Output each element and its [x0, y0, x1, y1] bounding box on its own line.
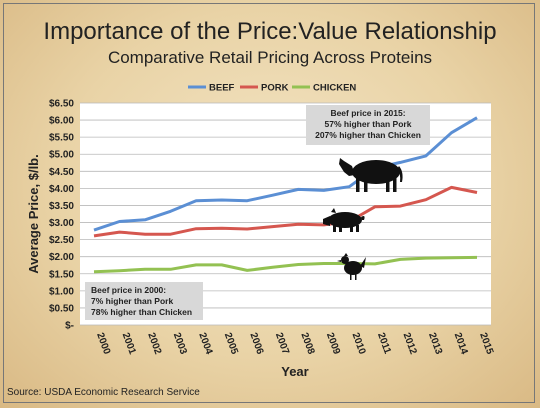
- x-axis-ticks: 2000 2001 2002 2003 2004 2005 2006 2007 2008 2009…: [94, 331, 495, 356]
- y-tick-label: $3.50: [49, 201, 74, 212]
- x-tick-label: 2015: [477, 331, 495, 356]
- x-tick-label: 2010: [350, 331, 368, 356]
- x-tick-label: 2012: [401, 331, 419, 356]
- y-tick-label: $0.50: [49, 303, 74, 314]
- source-note: Source: USDA Economic Research Service: [7, 387, 200, 398]
- legend-label-beef: BEEF: [209, 83, 235, 94]
- x-tick-label: 2014: [452, 331, 470, 356]
- y-tick-label: $3.00: [49, 218, 74, 229]
- annotation-line: 7% higher than Pork: [91, 296, 173, 306]
- legend-label-chicken: CHICKEN: [313, 83, 356, 94]
- x-tick-label: 2001: [120, 331, 138, 356]
- y-tick-label: $-: [65, 321, 74, 332]
- x-tick-label: 2008: [298, 331, 316, 356]
- x-tick-label: 2011: [375, 331, 393, 356]
- chicken-icon: [337, 253, 366, 280]
- annotation-box: [306, 105, 430, 145]
- y-tick-label: $4.50: [49, 167, 74, 178]
- y-tick-label: $2.00: [49, 252, 74, 263]
- y-tick-label: $5.00: [49, 150, 74, 161]
- x-tick-label: 2004: [196, 331, 214, 356]
- annotation-line: Beef price in 2015:: [330, 108, 405, 118]
- y-tick-label: $1.00: [49, 286, 74, 297]
- y-tick-label: $6.00: [49, 116, 74, 127]
- frame-border: [3, 3, 535, 403]
- annotation-line: 57% higher than Pork: [325, 119, 412, 129]
- x-tick-label: 2009: [324, 331, 342, 356]
- y-tick-label: $2.50: [49, 235, 74, 246]
- chart-subtitle: Comparative Retail Pricing Across Protei…: [107, 48, 433, 67]
- cow-icon: [339, 158, 403, 192]
- y-axis-label: Average Price, $/lb.: [26, 154, 41, 273]
- series-lines: [93, 116, 478, 274]
- legend-label-pork: PORK: [261, 83, 289, 94]
- x-axis-label: Year: [281, 364, 308, 379]
- y-tick-label: $4.00: [49, 184, 74, 195]
- pig-icon: [323, 208, 365, 232]
- annotation-2000: Beef price in 2000: 7% higher than Pork …: [85, 282, 203, 320]
- x-tick-label: 2003: [171, 331, 189, 356]
- annotation-line: 207% higher than Chicken: [315, 130, 421, 140]
- x-tick-label: 2013: [426, 331, 444, 356]
- y-tick-label: $6.50: [49, 99, 74, 110]
- y-axis-ticks: $- $0.50 $1.00 $1.50 $2.00 $2.50 $3.00 $3.50 $4.…: [49, 99, 74, 332]
- x-tick-label: 2005: [222, 331, 240, 356]
- x-tick-label: 2002: [145, 331, 163, 356]
- series-line-pork: [93, 185, 478, 238]
- x-tick-label: 2007: [273, 331, 291, 356]
- annotation-box: [85, 282, 203, 320]
- chart-title: Importance of the Price:Value Relationsh…: [43, 18, 497, 45]
- series-line-beef: [93, 116, 478, 232]
- annotation-2015: Beef price in 2015: 57% higher than Pork…: [306, 105, 430, 145]
- y-tick-label: $1.50: [49, 269, 74, 280]
- y-tick-label: $5.50: [49, 133, 74, 144]
- legend: BEEF PORK CHICKEN: [188, 83, 356, 94]
- x-tick-label: 2000: [94, 331, 112, 356]
- annotation-line: Beef price in 2000:: [91, 285, 166, 295]
- annotation-line: 78% higher than Chicken: [91, 307, 192, 317]
- series-line-chicken: [93, 255, 478, 274]
- x-tick-label: 2006: [247, 331, 265, 356]
